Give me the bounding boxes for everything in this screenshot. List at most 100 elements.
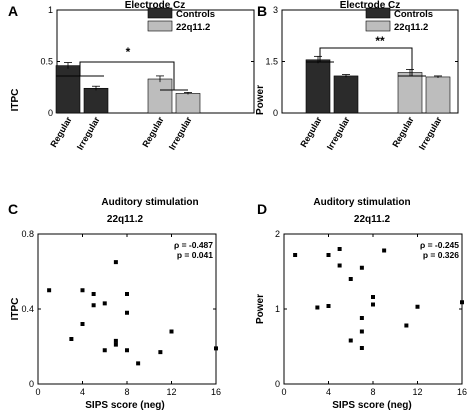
data-point (404, 323, 409, 328)
bar (333, 75, 359, 114)
x-axis-label: SIPS score (neg) (332, 400, 411, 411)
data-point (102, 348, 107, 353)
significance-marker: * (126, 45, 131, 59)
x-tick-label: 16 (457, 387, 467, 397)
category-label: Regular (390, 115, 416, 149)
significance-bracket (79, 61, 175, 90)
legend-swatch (365, 20, 391, 32)
y-tick-label: 0 (275, 379, 280, 389)
y-axis-label: ITPC (10, 298, 21, 321)
category-label: Irregular (417, 115, 444, 152)
data-point (460, 300, 464, 305)
data-point (326, 304, 331, 308)
bar (397, 72, 423, 114)
data-point (91, 303, 96, 308)
panel-label: C (8, 201, 18, 217)
y-tick-label: 0.4 (21, 304, 34, 314)
data-point (337, 263, 342, 268)
chart-title: 22q11.2 (354, 214, 391, 225)
chart-title: 22q11.2 (107, 214, 144, 225)
y-tick-label: 0.8 (21, 229, 34, 239)
data-point (125, 310, 129, 315)
x-tick-label: 4 (326, 387, 331, 397)
data-point (359, 316, 364, 320)
legend-label: 22q11.2 (394, 22, 428, 33)
y-tick-label: 1.5 (265, 57, 278, 67)
data-point (371, 295, 375, 299)
legend-swatch (147, 20, 173, 32)
data-point (125, 292, 129, 296)
data-point (348, 277, 353, 281)
data-point (382, 248, 387, 253)
data-point (125, 348, 129, 353)
x-tick-label: 12 (412, 387, 422, 397)
chart-title: Electrode Cz (340, 0, 401, 11)
bar (83, 87, 109, 114)
data-point (47, 288, 52, 293)
chart-title: Electrode Cz (125, 0, 186, 11)
data-point (69, 337, 74, 341)
category-label: Irregular (325, 115, 352, 152)
data-point (91, 292, 96, 296)
data-point (136, 361, 141, 366)
data-point (359, 346, 364, 350)
y-tick-label: 0.5 (40, 57, 53, 67)
panel-label: A (8, 3, 18, 19)
panel-label: D (257, 201, 267, 217)
panel-label: B (257, 3, 267, 19)
data-point (371, 302, 375, 307)
category-label: Irregular (167, 115, 194, 152)
legend-swatch (147, 7, 173, 19)
y-tick-label: 0 (29, 379, 34, 389)
data-point (158, 350, 163, 355)
data-point (359, 329, 364, 334)
category-label: Regular (140, 115, 166, 149)
significance-bracket (319, 47, 413, 76)
y-tick-label: 1 (48, 5, 53, 15)
data-point (337, 247, 342, 251)
data-point (102, 301, 107, 306)
x-axis-label: SIPS score (neg) (85, 400, 164, 411)
significance-marker: ** (375, 34, 385, 48)
stat-annotation: ρ = -0.487 (174, 240, 213, 250)
data-point (113, 260, 118, 265)
legend-label: Controls (176, 9, 215, 20)
x-tick-label: 4 (80, 387, 85, 397)
bar (305, 59, 331, 114)
panel-a: A Electrode Cz 0 0.5 1 ITPC Auditory stimulati… (8, 0, 255, 208)
data-point (359, 265, 364, 270)
x-tick-label: 8 (124, 387, 129, 397)
legend-label: 22q11.2 (176, 22, 210, 33)
y-tick-label: 1 (275, 304, 280, 314)
data-point (80, 288, 85, 293)
bar (147, 78, 173, 114)
data-point (80, 322, 85, 326)
stat-annotation: ρ = -0.245 (420, 240, 459, 250)
bar (175, 93, 201, 114)
data-point (315, 305, 320, 310)
x-tick-label: 0 (281, 387, 286, 397)
category-label: Irregular (75, 115, 102, 152)
data-point (326, 253, 331, 257)
data-point (293, 253, 298, 257)
bar (55, 65, 81, 114)
y-axis-label: Power (255, 294, 266, 324)
x-tick-label: 0 (35, 387, 40, 397)
data-point (348, 338, 353, 343)
legend-swatch (365, 7, 391, 19)
y-tick-label: 0 (273, 108, 278, 118)
panel-b: B Electrode Cz 0 1.5 3 Power Auditory stimulat… (255, 0, 459, 208)
x-tick-label: 8 (370, 387, 375, 397)
x-axis-label: Auditory stimulation (101, 197, 198, 208)
stat-annotation: p = 0.326 (423, 250, 459, 260)
x-tick-label: 12 (166, 387, 176, 397)
data-point (214, 346, 218, 351)
data-point (415, 304, 420, 309)
y-tick-label: 0 (48, 108, 53, 118)
x-tick-label: 16 (211, 387, 221, 397)
y-tick-label: 2 (275, 229, 280, 239)
panel-c: C 22q11.2 0 0.4 0.8 ITPC SIPS score (neg) 0 4 8 12… (8, 201, 221, 411)
bar (425, 76, 451, 114)
